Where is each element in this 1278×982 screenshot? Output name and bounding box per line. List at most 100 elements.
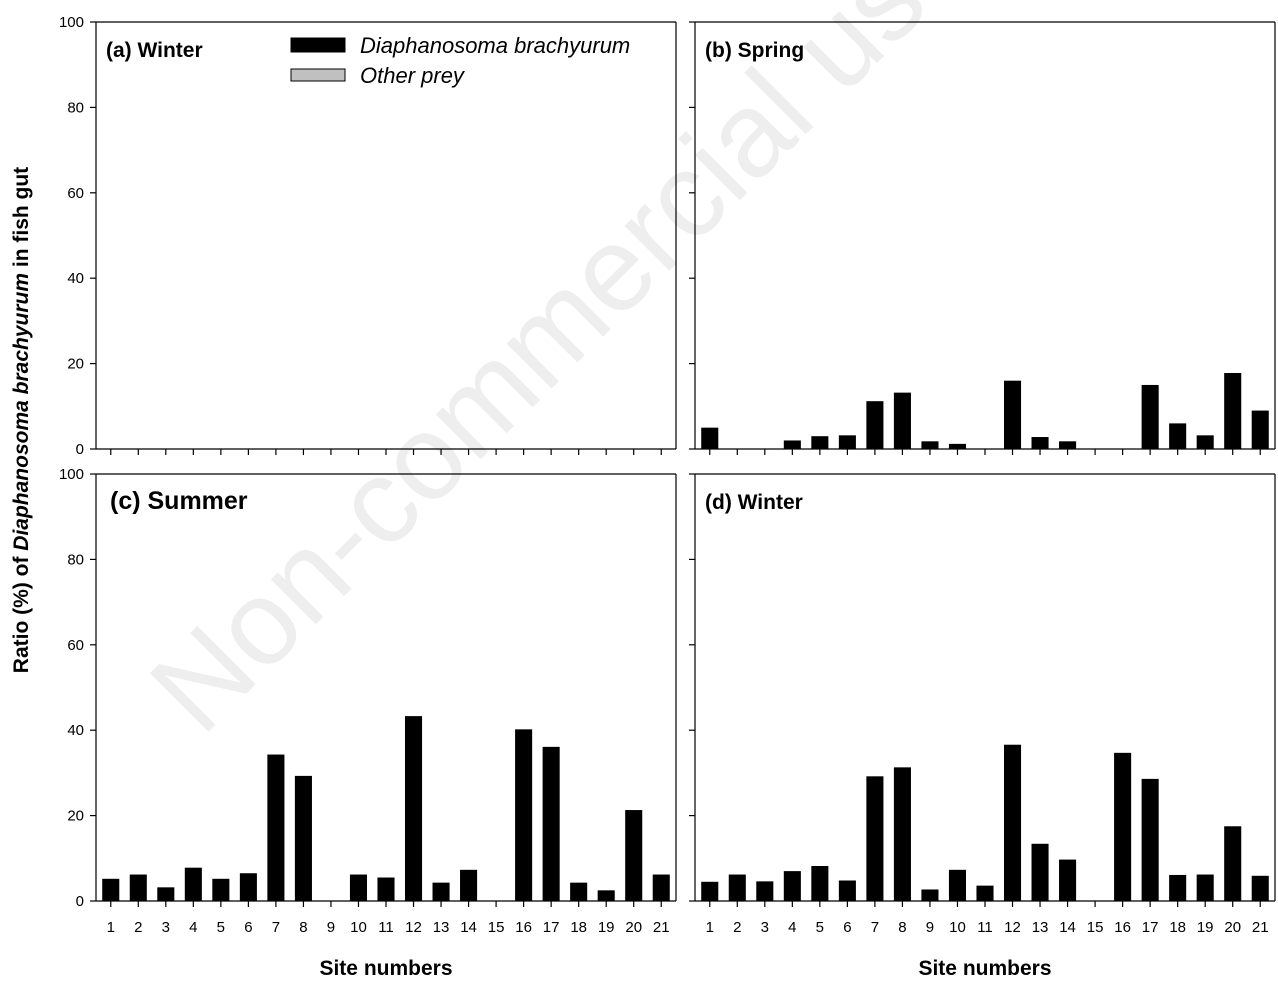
x-tick-label: 18 xyxy=(570,919,587,936)
x-tick-label: 18 xyxy=(1169,919,1186,936)
y-tick-label: 20 xyxy=(67,808,84,825)
bar-site-4 xyxy=(783,871,801,901)
bar-site-12 xyxy=(1003,744,1022,901)
legend-label-other-prey: Other prey xyxy=(360,63,466,88)
bar-site-19 xyxy=(1196,874,1214,901)
bar-site-7 xyxy=(267,754,285,901)
y-axis-title-italic: Diaphanosoma brachyurum xyxy=(10,273,33,551)
bar-site-3 xyxy=(157,887,175,901)
x-tick-label: 21 xyxy=(1252,919,1269,936)
bar-site-8 xyxy=(893,392,911,449)
legend-label-diaphanosoma: Diaphanosoma brachyurum xyxy=(360,33,630,58)
x-tick-label: 20 xyxy=(1224,919,1241,936)
bar-site-7 xyxy=(866,776,884,901)
x-tick-label: 6 xyxy=(843,919,851,936)
y-tick-label: 40 xyxy=(67,722,84,739)
bar-site-12 xyxy=(404,716,423,901)
x-tick-label: 12 xyxy=(405,919,422,936)
y-tick-label: 60 xyxy=(67,637,84,654)
x-tick-label: 10 xyxy=(350,919,367,936)
legend: Diaphanosoma brachyurum Other prey xyxy=(290,33,630,88)
x-tick-label: 7 xyxy=(871,919,879,936)
x-tick-label: 5 xyxy=(217,919,225,936)
bar-site-21 xyxy=(652,874,670,901)
bar-site-11 xyxy=(377,877,395,901)
panel-title: (c) Summer xyxy=(110,487,248,515)
bar-site-18 xyxy=(570,882,588,901)
x-tick-label: 9 xyxy=(327,919,335,936)
x-tick-label: 14 xyxy=(460,919,477,936)
panel-a-winter: 0 20 40 60 80 100 (a) Winter xyxy=(59,14,677,458)
bar-site-18 xyxy=(1169,423,1187,449)
panel-title: (a) Winter xyxy=(106,39,203,62)
bar-site-19 xyxy=(1196,435,1214,449)
bar-site-17 xyxy=(542,746,560,901)
x-axis-title: Site numbers xyxy=(918,957,1051,977)
bar-site-17 xyxy=(1141,384,1159,449)
x-tick-label: 1 xyxy=(107,919,115,936)
watermark: Non-commercial use only xyxy=(125,0,1177,757)
bar-site-13 xyxy=(432,882,450,901)
bar-site-19 xyxy=(597,890,615,901)
x-tick-label: 21 xyxy=(653,919,670,936)
bar-site-8 xyxy=(294,775,312,901)
bar-site-4 xyxy=(783,440,801,449)
bar-site-1 xyxy=(701,881,719,901)
y-tick-label: 60 xyxy=(67,185,84,202)
x-tick-label: 7 xyxy=(272,919,280,936)
bar-site-21 xyxy=(1251,875,1269,901)
y-tick-label: 0 xyxy=(76,893,84,910)
bar-site-17 xyxy=(1141,778,1159,901)
x-tick-label: 16 xyxy=(515,919,532,936)
x-tick-label: 5 xyxy=(816,919,824,936)
x-tick-label: 8 xyxy=(299,919,307,936)
x-tick-label: 12 xyxy=(1004,919,1021,936)
bar-site-13 xyxy=(1031,437,1049,449)
bar-site-3 xyxy=(756,881,774,901)
x-tick-label: 4 xyxy=(788,919,796,936)
bar-site-20 xyxy=(625,810,643,901)
bar-site-5 xyxy=(811,436,829,449)
bar-site-9 xyxy=(921,889,939,901)
x-tick-label: 17 xyxy=(543,919,560,936)
x-tick-label: 1 xyxy=(706,919,714,936)
x-tick-label: 3 xyxy=(761,919,769,936)
bar-site-2 xyxy=(129,874,147,901)
y-axis-title: Ratio (%) of Diaphanosoma brachyurum in … xyxy=(10,167,33,673)
bar-site-6 xyxy=(838,435,856,449)
y-tick-label: 40 xyxy=(67,270,84,287)
bar-site-11 xyxy=(976,885,994,901)
x-tick-label: 3 xyxy=(162,919,170,936)
x-tick-label: 17 xyxy=(1142,919,1159,936)
y-tick-label: 80 xyxy=(67,99,84,116)
y-tick-label: 0 xyxy=(76,441,84,458)
legend-swatch-other-prey xyxy=(290,68,346,82)
x-tick-label: 15 xyxy=(488,919,505,936)
bar-site-6 xyxy=(239,873,257,901)
x-tick-label: 9 xyxy=(926,919,934,936)
y-axis-title-prefix: Ratio (%) of xyxy=(10,551,33,673)
bar-site-14 xyxy=(1059,441,1077,449)
x-tick-label: 14 xyxy=(1059,919,1076,936)
panels: 0 20 40 60 80 100 (a) Winter (b) Spring 0 20 40 60 8… xyxy=(59,14,1276,980)
panel-title: (b) Spring xyxy=(705,39,804,62)
bar-site-9 xyxy=(921,441,939,449)
y-tick-label: 100 xyxy=(59,466,84,483)
x-tick-label: 15 xyxy=(1087,919,1104,936)
x-tick-label: 13 xyxy=(1032,919,1049,936)
bar-site-16 xyxy=(1114,752,1132,901)
panel-b-spring: (b) Spring xyxy=(689,21,1276,455)
y-tick-label: 80 xyxy=(67,551,84,568)
bar-site-5 xyxy=(212,878,230,901)
x-axis-title: Site numbers xyxy=(319,957,452,977)
y-tick-label: 100 xyxy=(59,14,84,31)
y-axis-title-suffix: in fish gut xyxy=(10,167,33,273)
bar-site-18 xyxy=(1169,874,1187,901)
bar-site-10 xyxy=(349,874,368,901)
x-tick-label: 4 xyxy=(189,919,197,936)
bar-site-20 xyxy=(1224,826,1242,901)
bar-site-10 xyxy=(948,443,967,449)
bar-site-16 xyxy=(515,729,533,901)
bar-site-2 xyxy=(728,874,746,901)
bar-site-1 xyxy=(102,878,120,901)
